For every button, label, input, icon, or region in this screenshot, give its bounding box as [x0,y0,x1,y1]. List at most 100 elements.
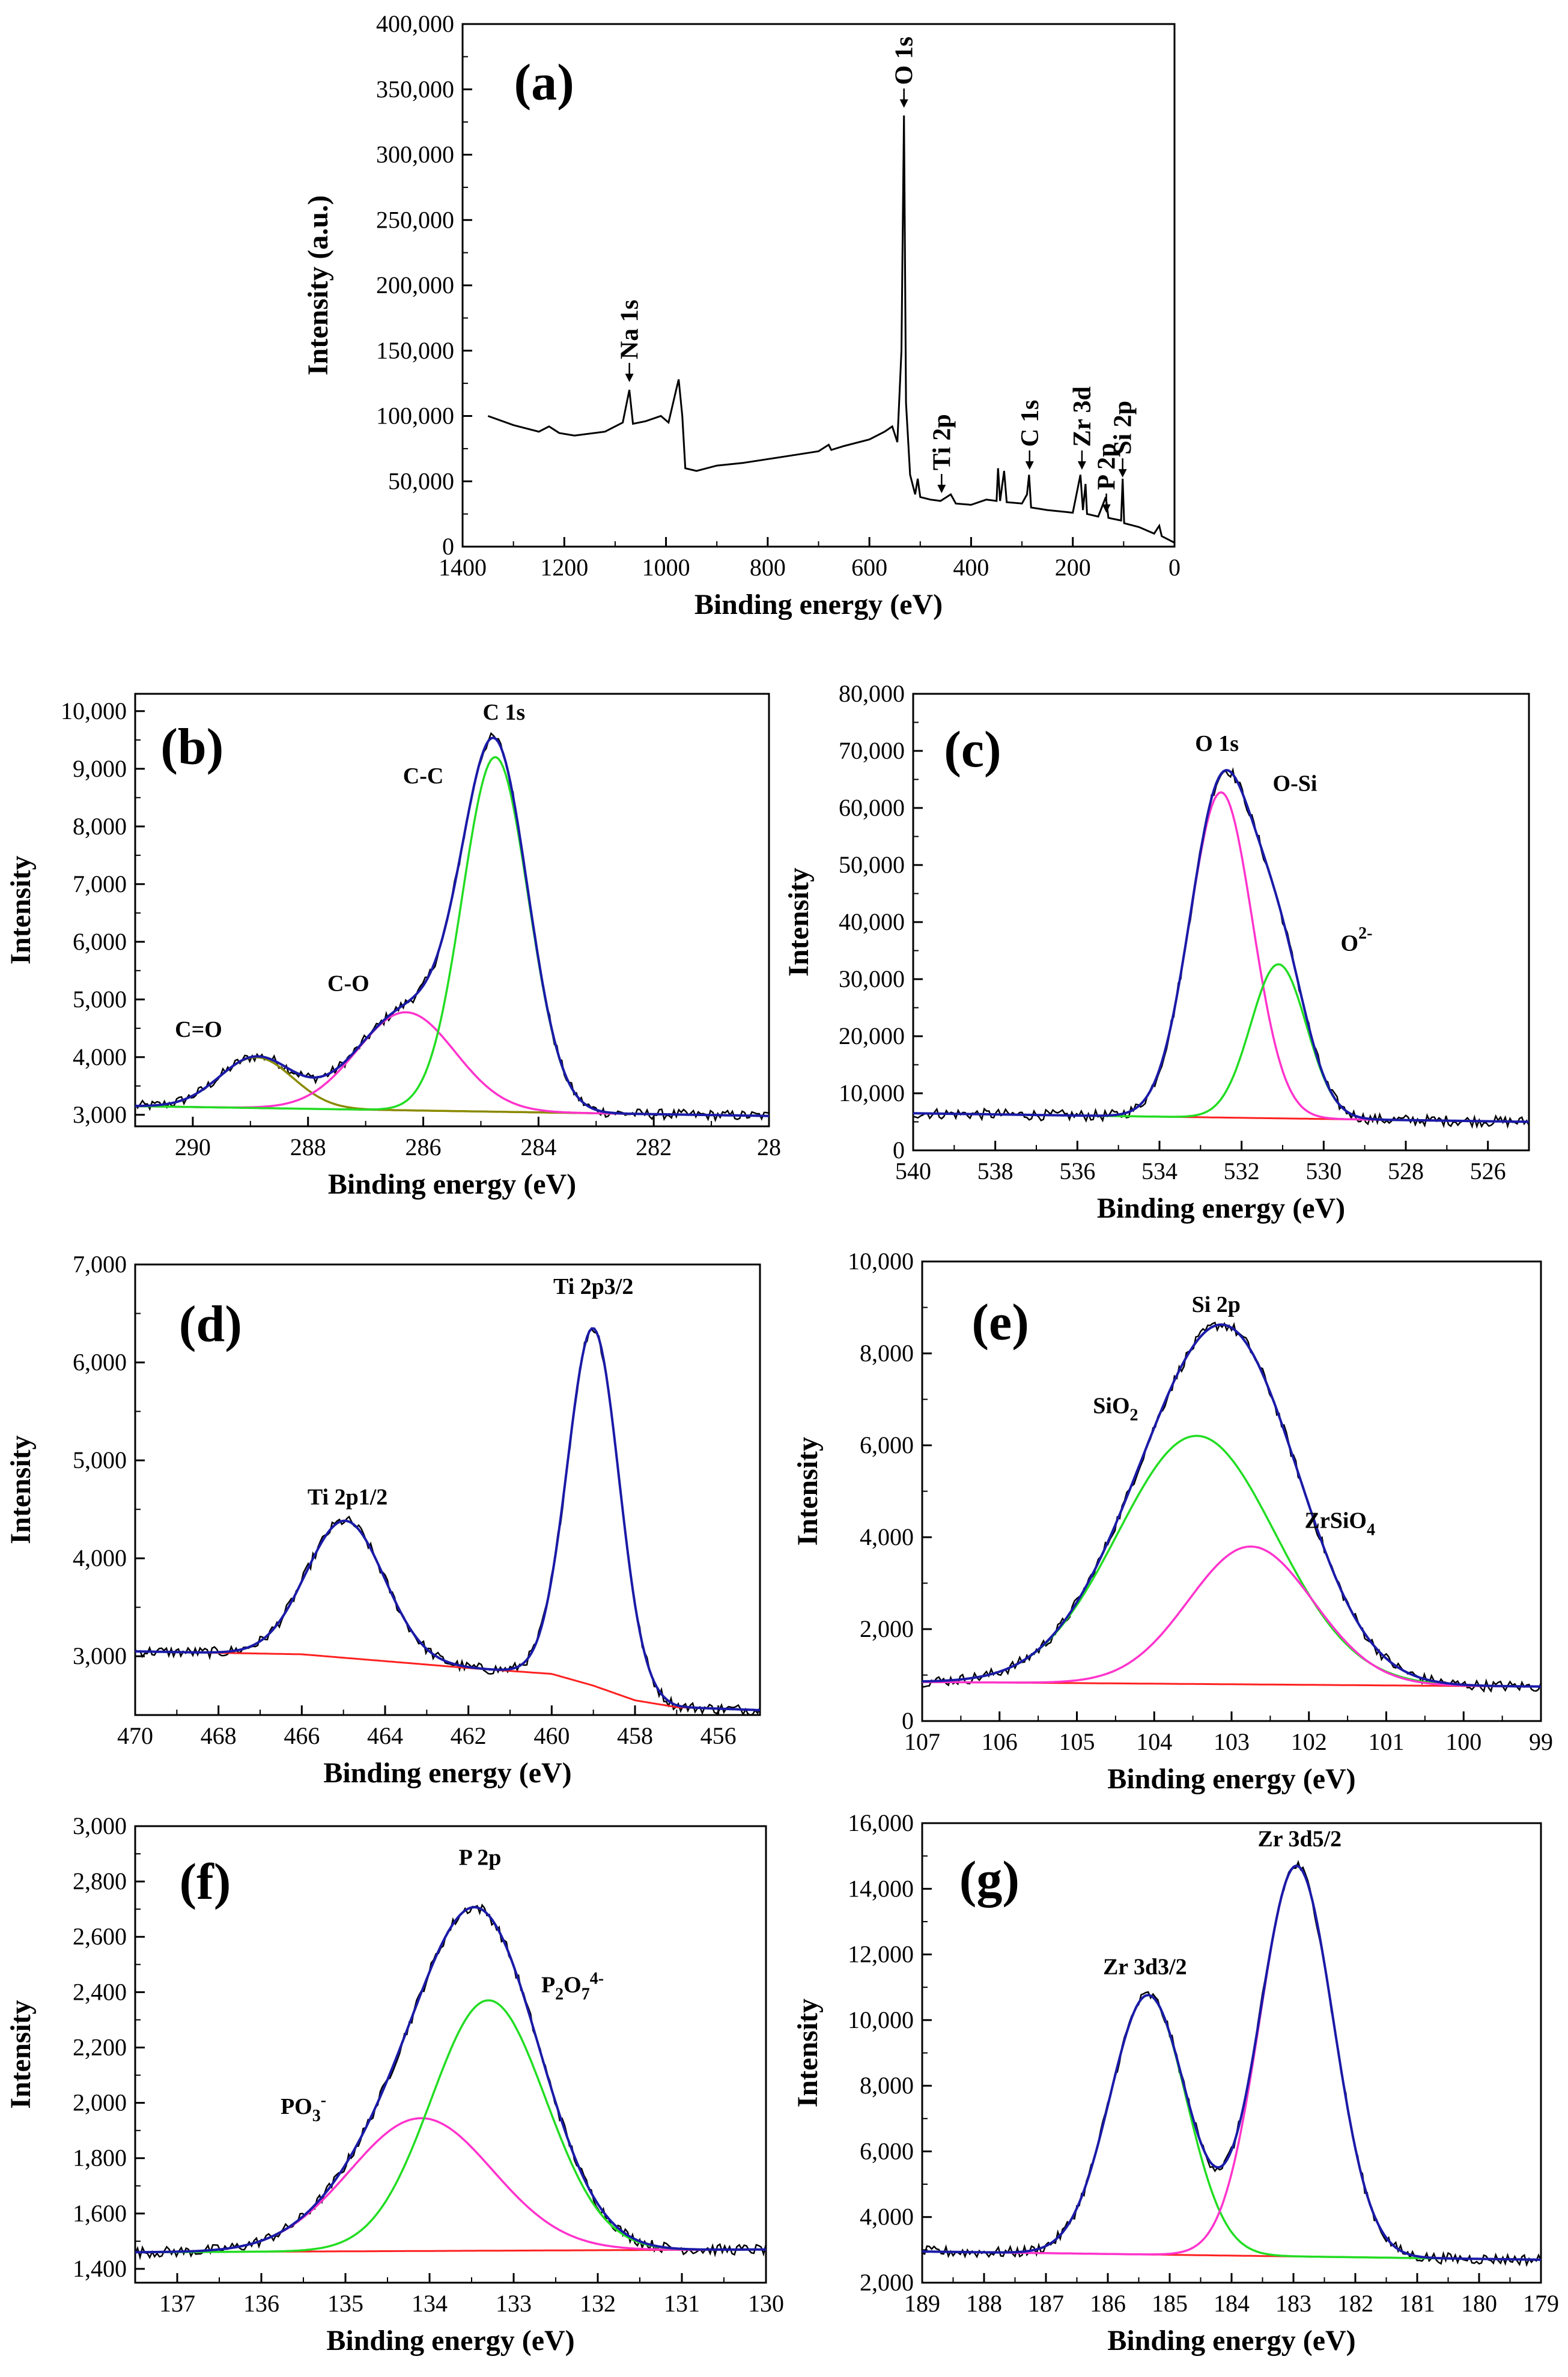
x-tick-label-e: 106 [982,1728,1018,1755]
annotation-a-ti2p: Ti 2p [928,414,956,470]
x-tick-label-d: 464 [367,1722,403,1749]
panel-label-a: (a) [514,53,574,111]
x-tick-label-e: 101 [1369,1728,1405,1755]
raw-spectrum-f [135,1903,766,2260]
annotation-b-co: C-O [327,971,369,996]
arrowhead-a [1102,504,1111,513]
x-tick-label-e: 107 [904,1728,940,1755]
annotation-a-si2p: Si 2p [1110,401,1137,455]
x-tick-label-g: 179 [1523,2290,1559,2317]
x-tick-label-a: 1200 [540,554,588,581]
x-tick-label-d: 462 [451,1722,487,1749]
y-tick-label-a: 250,000 [376,206,454,233]
component-co [135,1011,769,1117]
x-tick-label-g: 185 [1152,2290,1188,2317]
plot-frame-d [134,1263,761,1716]
arrowhead-a [1118,469,1127,478]
panel-label-e: (e) [971,1293,1029,1350]
annotation-g-zr3d52: Zr 3d5/2 [1257,1826,1342,1851]
arrowhead-a [1077,461,1086,470]
y-tick-label-f: 2,200 [73,2033,127,2060]
x-tick-label-c: 530 [1305,1158,1342,1185]
y-tick-label-e: 2,000 [860,1615,914,1642]
component-p2o74 [135,1999,766,2254]
panel-label-d: (d) [179,1295,242,1353]
plot-frame-c [912,693,1530,1152]
x-tick-label-g: 187 [1028,2290,1064,2317]
x-tick-label-b: 286 [406,1134,442,1161]
y-axis-title-g: Intensity [792,1999,824,2107]
component-zr3d32 [922,1994,1541,2261]
x-tick-label-c: 532 [1224,1158,1260,1185]
x-tick-label-f: 133 [496,2290,532,2317]
panel-label-b: (b) [160,717,223,775]
panel-d: 470 468 466 464 462 460 458 456 3,000 4,000 5,000 6… [5,1251,761,1789]
annotation-a-na1s: Na 1s [616,300,644,359]
x-tick-label-d: 456 [700,1722,737,1749]
x-tick-label-g: 181 [1399,2290,1435,2317]
y-tick-label-f: 2,800 [73,1868,127,1895]
x-tick-label-f: 130 [748,2290,784,2317]
x-tick-label-a: 1000 [642,554,690,581]
envelope-e [922,1323,1541,1688]
x-axis-title-f: Binding energy (eV) [326,2325,574,2357]
annotation-d-ti2p12: Ti 2p1/2 [308,1484,387,1510]
y-tick-label-a: 400,000 [376,10,454,37]
y-tick-label-c: 70,000 [839,737,905,764]
y-tick-label-c: 40,000 [839,908,905,935]
x-axis-title-d: Binding energy (eV) [323,1757,571,1789]
panel-a: 1400 1200 1000 800 600 400 200 0 0 50,000 100,000 1… [302,10,1181,621]
x-tick-label-b: 284 [520,1134,556,1161]
x-tick-label-a: 400 [953,554,989,581]
y-tick-label-c: 30,000 [839,965,905,992]
envelope-c [913,769,1529,1123]
annotation-b-co: C=O [175,1017,222,1042]
y-tick-label-f: 1,800 [73,2145,127,2172]
y-tick-label-g: 10,000 [848,2006,914,2033]
x-tick-label-b: 288 [290,1134,326,1161]
envelope-f [135,1905,766,2254]
y-tick-label-d: 7,000 [73,1251,127,1278]
annotation-a-p2p: P 2p [1093,443,1121,490]
raw-spectrum-g [922,1860,1541,2267]
arrowhead-a [625,374,634,383]
x-tick-label-d: 458 [617,1722,653,1749]
arrowhead-a [937,485,946,493]
arrowhead-a [899,99,908,108]
x-tick-label-d: 460 [533,1722,570,1749]
annotation-a-c1s: C 1s [1016,400,1044,447]
y-tick-label-e: 0 [902,1707,914,1734]
x-tick-label-f: 134 [412,2290,448,2317]
y-tick-label-d: 4,000 [73,1544,127,1571]
y-tick-label-c: 80,000 [839,680,905,707]
component-osi [913,791,1529,1123]
plot-frame-f [134,1825,767,2284]
x-tick-label-e: 100 [1445,1728,1481,1755]
y-tick-label-c: 50,000 [839,851,905,878]
annotation-e-si2p: Si 2p [1192,1292,1241,1317]
x-tick-label-a: 600 [851,554,887,581]
component-sio2 [922,1434,1541,1688]
x-axis-title-c: Binding energy (eV) [1097,1192,1345,1224]
y-tick-label-d: 6,000 [73,1349,127,1376]
series-survey [487,115,1174,544]
y-tick-label-a: 300,000 [376,141,454,168]
x-tick-label-a: 1400 [439,554,487,581]
x-tick-label-f: 132 [580,2290,616,2317]
raw-spectrum-d [135,1328,760,1715]
y-tick-label-c: 10,000 [839,1079,905,1107]
panel-c: 540 538 536 534 532 530 528 526 0 10,000 20,000 30,… [783,680,1530,1224]
y-tick-label-b: 9,000 [73,755,127,782]
x-tick-label-g: 189 [904,2290,940,2317]
y-tick-label-a: 200,000 [376,272,454,299]
annotation-c-osi: O-Si [1273,771,1317,797]
y-axis-title-f: Intensity [5,2000,37,2108]
x-axis-title-e: Binding energy (eV) [1107,1763,1355,1795]
x-tick-label-c: 526 [1470,1158,1506,1185]
y-tick-label-a: 150,000 [376,337,454,364]
x-tick-label-e: 104 [1136,1728,1172,1755]
x-tick-label-b: 28 [757,1134,781,1161]
raw-spectrum-b [135,732,769,1123]
x-tick-label-e: 105 [1059,1728,1095,1755]
y-tick-label-f: 2,000 [73,2089,127,2116]
